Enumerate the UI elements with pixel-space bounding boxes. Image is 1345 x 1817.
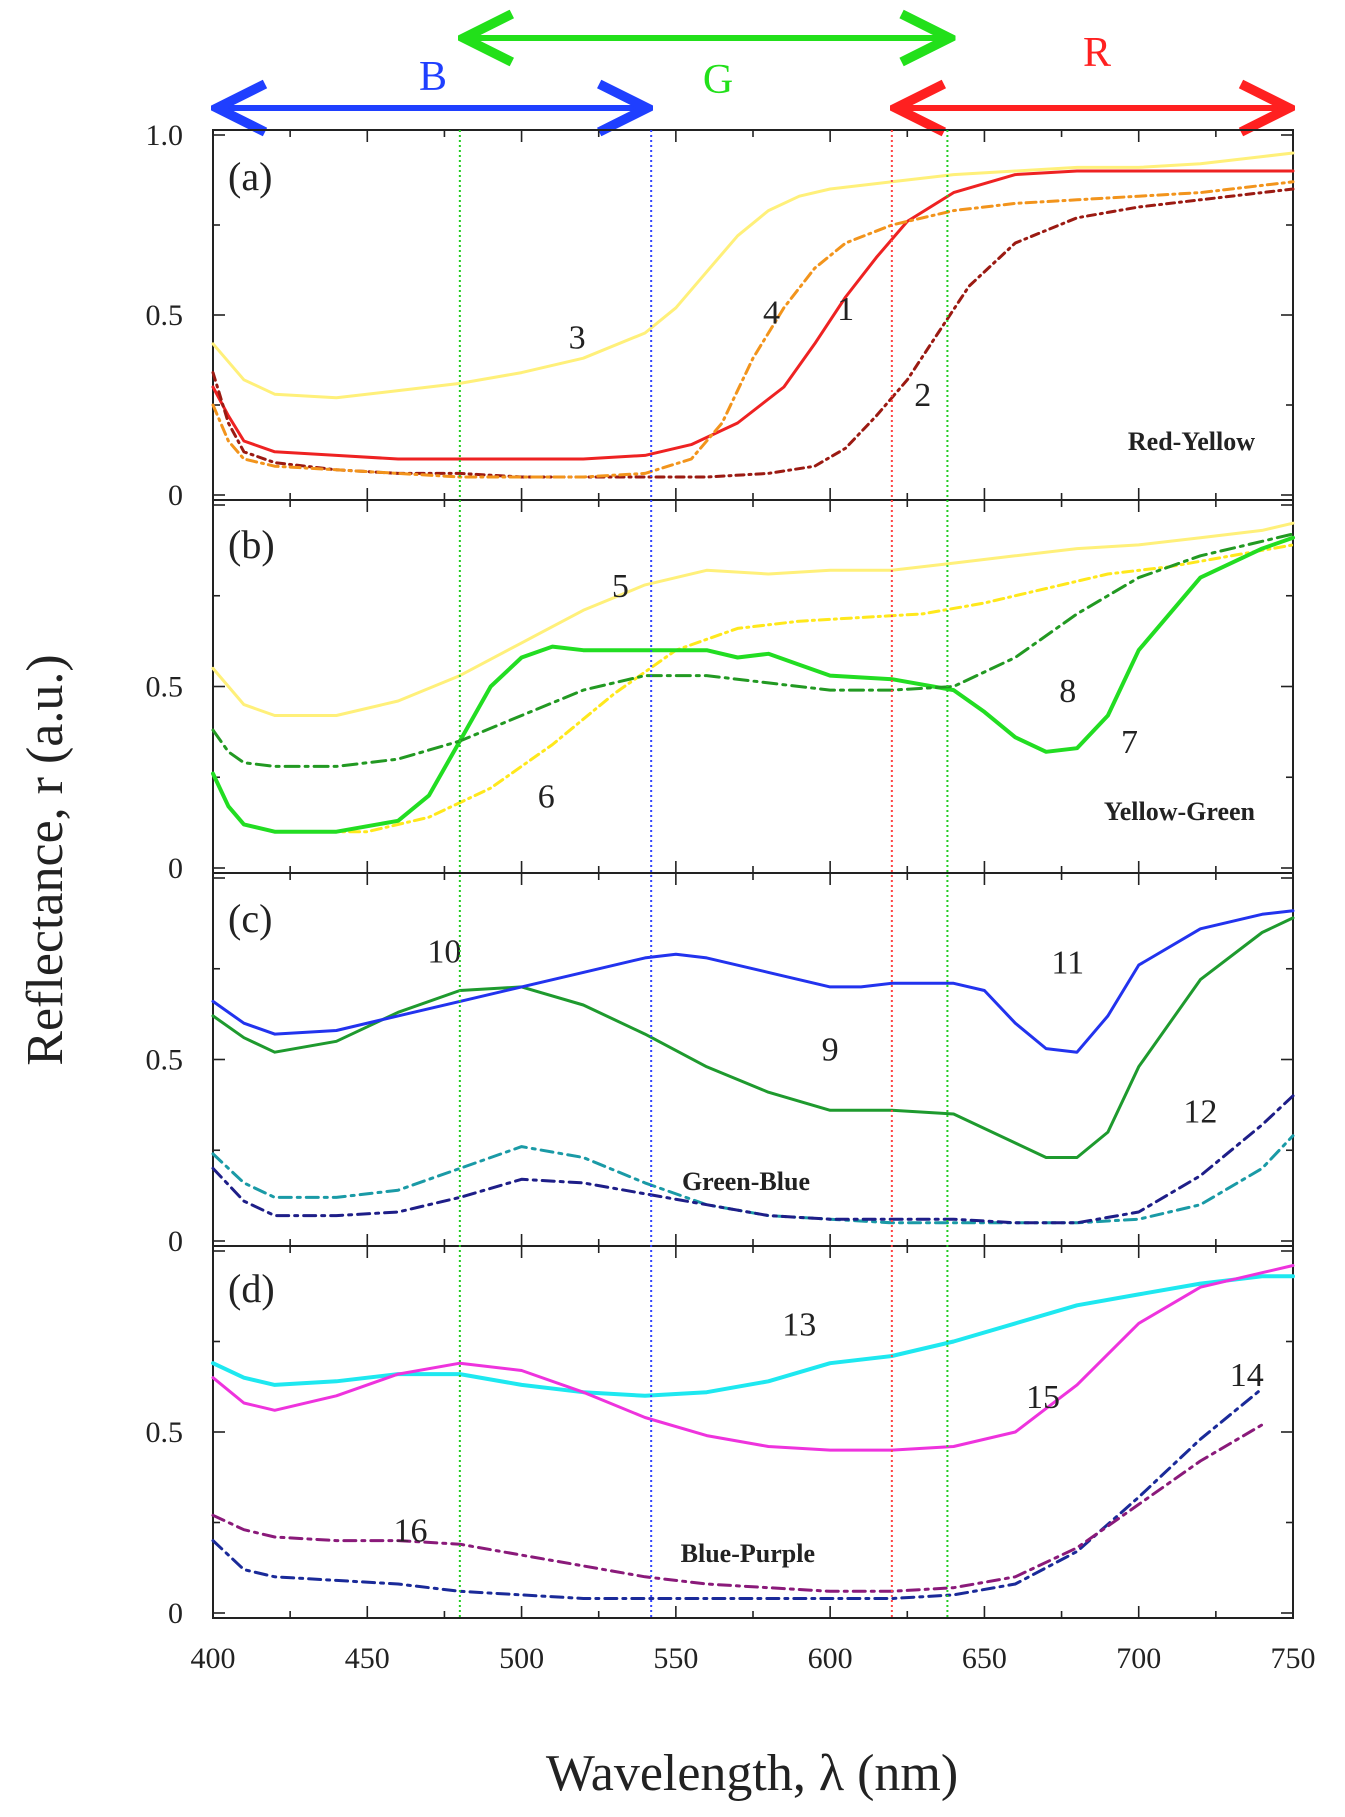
x-tick-label: 600: [808, 1642, 853, 1675]
curve-label-9: 9: [822, 1032, 839, 1069]
y-tick-label: 1.0: [146, 119, 184, 152]
x-axis-title: Wavelength, λ (nm): [546, 1745, 958, 1802]
panels: 00.51.01234(a)Red-Yellow00.55678(b)Yello…: [146, 119, 1295, 1630]
y-tick-label: 0.5: [146, 671, 184, 704]
series-9-line: [211, 916, 1295, 1159]
y-axis-title: Reflectance, r (a.u.): [17, 654, 74, 1065]
group-label: Green-Blue: [682, 1167, 810, 1196]
x-tick-label: 750: [1271, 1642, 1316, 1675]
y-tick-label: 0.5: [146, 1044, 184, 1077]
group-label: Red-Yellow: [1128, 427, 1255, 456]
curve-label-5: 5: [612, 568, 629, 605]
curve-label-4: 4: [763, 294, 780, 331]
series-1-line: [211, 169, 1295, 461]
y-tick-label: 0: [168, 1225, 183, 1258]
series-3-line: [211, 151, 1295, 400]
series-14-line: [211, 1387, 1264, 1600]
series-11-line: [211, 909, 1295, 1054]
x-tick-label: 650: [962, 1642, 1007, 1675]
curve-label-6: 6: [538, 778, 555, 815]
panel-d: 0 0.5 13 14 15 16 (d) Blue-Purple: [146, 1245, 1295, 1630]
curve-label-8: 8: [1059, 673, 1076, 710]
band-label-r: R: [1083, 30, 1111, 76]
curve-label-2: 2: [914, 377, 931, 414]
series-15-line: [211, 1264, 1295, 1452]
panel-label: (d): [228, 1266, 275, 1311]
panel-label: (c): [228, 896, 272, 941]
panel-a: 0 0.5 1.0 1 2 3 4 (a) Red-Yellow: [146, 119, 1295, 512]
curve-label-12: 12: [1183, 1093, 1217, 1130]
curve-label-16: 16: [393, 1513, 427, 1550]
series-16-line: [211, 1423, 1264, 1593]
x-tick-labels: 400 450 500 550 600 650 700 750: [191, 1642, 1316, 1675]
x-tick-label: 450: [345, 1642, 390, 1675]
series-6-line: [304, 543, 1295, 834]
y-tick-label: 0: [168, 1597, 183, 1630]
y-tick-label: 0.5: [146, 299, 184, 332]
band-label-b: B: [419, 54, 447, 100]
series-7-line: [211, 535, 1295, 834]
curve-label-7: 7: [1121, 724, 1138, 761]
series-4-line: [211, 180, 1295, 479]
series-12-line: [211, 1094, 1295, 1225]
x-tick-label: 500: [499, 1642, 544, 1675]
band-label-g: G: [703, 57, 733, 103]
guide-lines: [458, 130, 949, 1618]
panel-b: 0 0.5 5 6 7 8 (b) Yellow-Green: [146, 499, 1295, 885]
curve-label-15: 15: [1026, 1379, 1060, 1416]
x-tick-label: 700: [1116, 1642, 1161, 1675]
curve-label-10: 10: [427, 934, 461, 971]
panel-label: (a): [228, 154, 272, 199]
curve-label-11: 11: [1051, 944, 1084, 981]
y-tick-label: 0.5: [146, 1416, 184, 1449]
curve-label-13: 13: [782, 1306, 816, 1343]
group-label: Yellow-Green: [1104, 797, 1256, 826]
curve-label-1: 1: [837, 291, 854, 328]
panel-c: 0 0.5 9 10 11 12 (c) Green-Blue: [146, 872, 1295, 1258]
x-tick-label: 550: [653, 1642, 698, 1675]
curve-label-3: 3: [569, 320, 586, 357]
group-label: Blue-Purple: [681, 1539, 815, 1568]
color-band-arrows: B GR: [217, 30, 1289, 108]
series-2-line: [211, 187, 1295, 479]
y-tick-label: 0: [168, 852, 183, 885]
curve-label-14: 14: [1230, 1357, 1264, 1394]
panel-label: (b): [228, 522, 275, 567]
y-tick-label: 0: [168, 479, 183, 512]
series-5-line: [211, 521, 1295, 717]
x-tick-label: 400: [191, 1642, 236, 1675]
series-13-line: [211, 1274, 1295, 1398]
series-8-line: [211, 532, 1295, 768]
